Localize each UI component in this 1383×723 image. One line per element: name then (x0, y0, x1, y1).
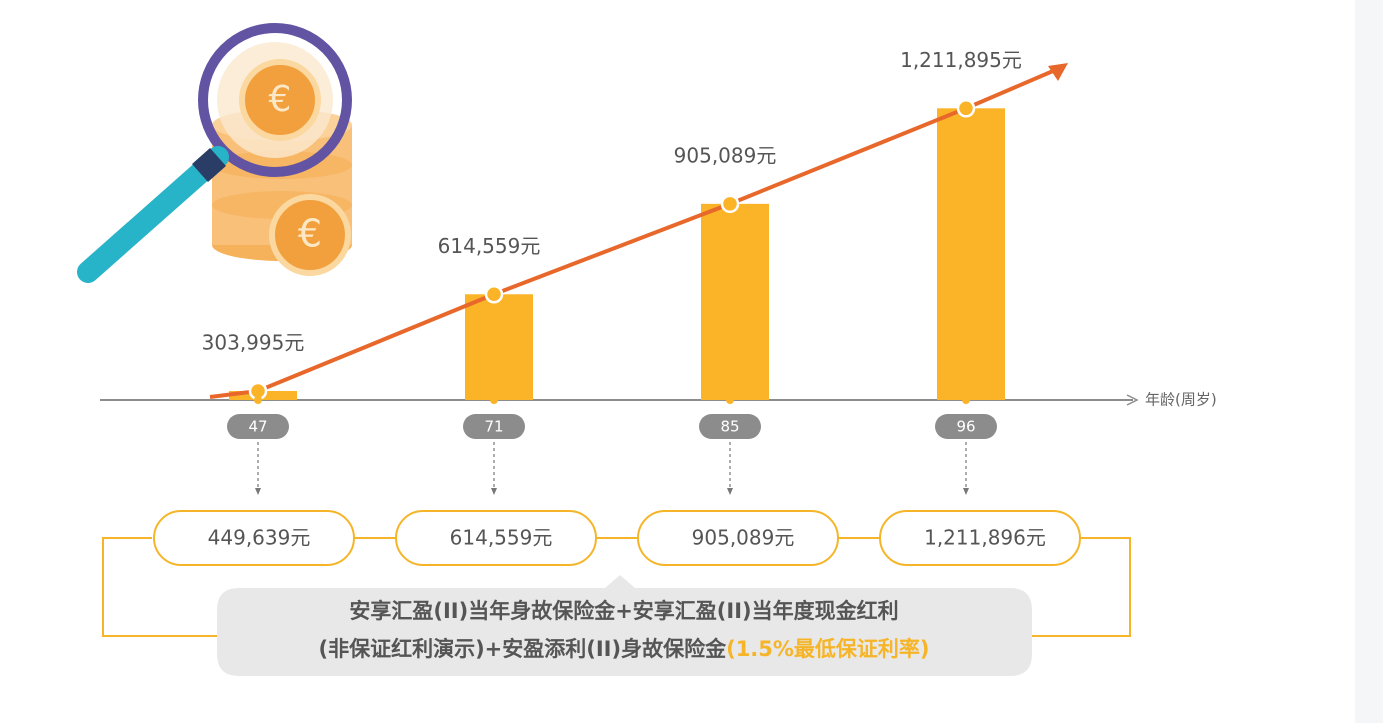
caption-line: 安享汇盈(II)当年身故保险金+安享汇盈(II)当年度现金红利 (349, 599, 898, 623)
svg-text:€: € (269, 79, 292, 120)
point (720, 194, 740, 214)
arrow-head (963, 488, 969, 495)
coin-illustration: € € (77, 23, 352, 283)
caption-highlight: (1.5%最低保证利率) (726, 637, 929, 661)
axis-dot (490, 396, 498, 404)
side-strip (1355, 0, 1383, 723)
caption-box (217, 575, 1032, 676)
bracket (102, 537, 1131, 637)
x-tick-label: 47 (248, 418, 267, 436)
bar (465, 294, 533, 400)
caption-text: (非保证红利演示)+安盈添利(II)身故保险金 (318, 637, 727, 661)
value-label: 905,089元 (674, 143, 777, 167)
axis-dot (254, 396, 262, 404)
arrow-head (255, 488, 261, 495)
summary-value: 449,639元 (208, 526, 311, 550)
caption-line: (非保证红利演示)+安盈添利(II)身故保险金(1.5%最低保证利率) (318, 637, 929, 661)
svg-text:€: € (298, 212, 322, 256)
summary-box (879, 510, 1081, 566)
x-axis-arrow (1126, 394, 1139, 406)
age-pill (699, 414, 761, 439)
x-tick-label: 71 (484, 418, 503, 436)
value-label: 614,559元 (438, 234, 541, 258)
bar (701, 203, 769, 400)
x-tick-label: 96 (956, 418, 975, 436)
age-pill (227, 414, 289, 439)
value-label: 303,995元 (202, 330, 305, 354)
trend-arrow (1048, 63, 1068, 81)
point (956, 99, 976, 118)
summary-value: 905,089元 (692, 526, 795, 550)
bar (937, 108, 1005, 400)
axis-dot (962, 396, 970, 404)
x-tick-label: 85 (720, 418, 739, 436)
arrow-head (727, 488, 733, 495)
x-axis-label: 年龄(周岁) (1145, 391, 1217, 409)
point (484, 285, 504, 304)
arrow-head (491, 488, 497, 495)
summary-value: 1,211,896元 (924, 526, 1046, 550)
age-pill (463, 414, 525, 439)
value-label: 1,211,895元 (900, 48, 1022, 72)
axis-dot (726, 396, 734, 404)
summary-value: 614,559元 (450, 526, 553, 550)
age-pill (935, 414, 997, 439)
